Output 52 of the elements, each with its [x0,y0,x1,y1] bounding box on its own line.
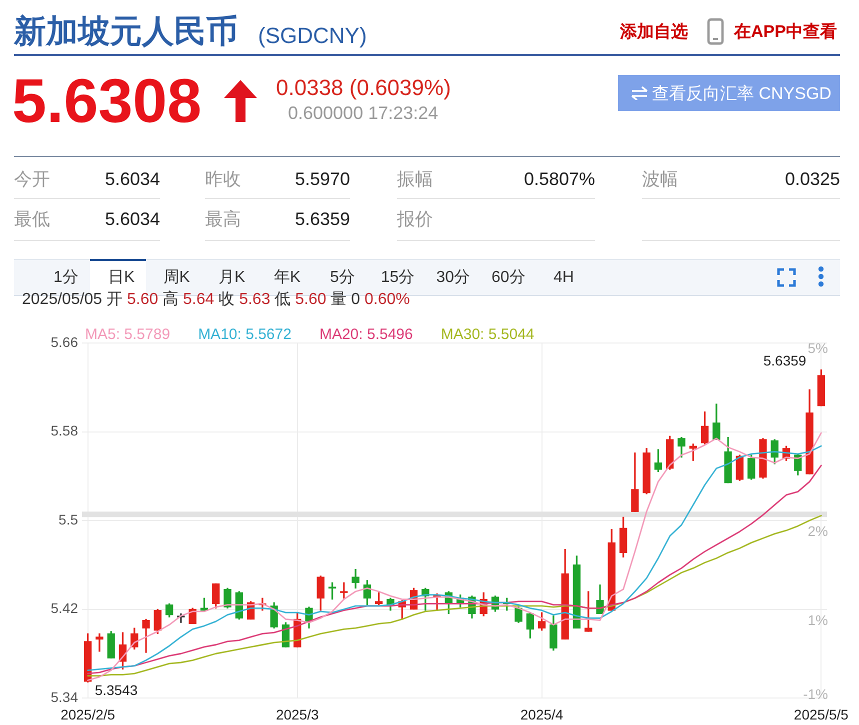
text: 最高 [205,209,241,229]
x-tick-label: 2025/2/5 [60,706,116,722]
text: 月K [218,269,246,286]
text: 最低 [14,209,50,229]
text: 日K [108,269,135,286]
y-tick-label: 5.5 [58,511,78,528]
x-tick-label: 2025/3 [276,706,319,722]
text: 5.5970 [294,169,350,189]
text: 周K [163,269,190,286]
y-tick-label: 5.34 [50,688,78,705]
text: 振幅 [397,169,433,189]
text: MA10: 5.5672 [198,326,292,342]
candlestick [96,633,104,652]
text: 1分 [54,269,78,286]
annotation: 2% [808,523,828,539]
x-tick-label: 2025/5/5 [794,706,849,722]
text: 0.0325 [784,169,840,189]
text: 添加自选 [620,22,688,40]
text: 5.6034 [104,169,160,189]
annotation: 5% [808,340,828,356]
annotation: 1% [808,612,828,628]
chart-subtitle: (SGDCNY) [258,23,367,48]
text: 昨收 [205,169,241,189]
text: 5.6034 [104,209,160,229]
y-tick-label: 5.66 [50,334,78,350]
text: 0.0338 (0.6039%) [276,75,451,100]
text: 在APP中查看 [734,22,837,40]
text: 4H [553,269,574,286]
text: 2025/05/05 开 5.60 高 5.64 收 5.63 低 5.60 量 0 0.60% [22,291,410,308]
text: 波幅 [642,169,678,189]
annotation: 5.6359 [763,352,806,369]
annotation: 5.3543 [94,682,138,698]
y-tick-label: 5.42 [50,600,78,616]
text: MA20: 5.5496 [319,326,413,342]
x-tick-label: 2025/4 [520,706,564,722]
annotation: -1% [803,686,828,702]
text: MA30: 5.5044 [440,326,534,342]
chart-title: 新加坡元人民币 [14,13,238,49]
text: 5.6308 [12,67,202,136]
text: 30分 [436,269,470,286]
text: 5分 [330,269,355,286]
text: 5.6359 [294,209,350,229]
text: 年K [274,269,301,286]
text: 60分 [491,269,526,286]
text: 查看反向汇率 CNYSGD [652,84,832,102]
y-tick-label: 5.58 [50,422,78,439]
text: MA5: 5.5789 [85,326,170,342]
text: 今开 [14,169,50,189]
text: 报价 [397,209,433,229]
text: 0.600000 17:23:24 [288,103,438,123]
text: 0.5807% [524,169,595,189]
text: 15分 [380,269,415,286]
